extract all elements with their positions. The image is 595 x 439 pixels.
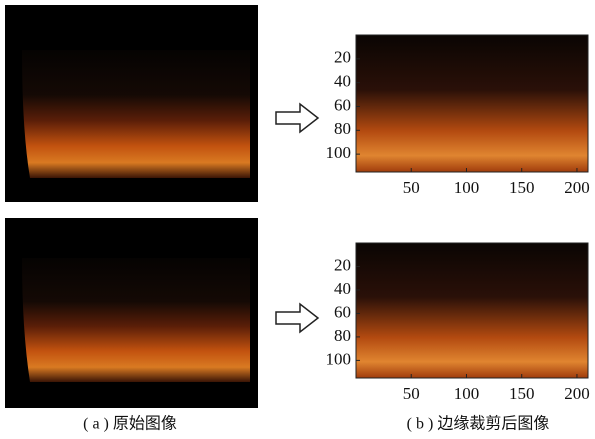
x-tick-label: 150 (509, 178, 535, 197)
original-image-content (22, 50, 250, 178)
arrow (276, 104, 318, 132)
x-tick-label: 100 (454, 178, 480, 197)
caption: ( b ) 边缘裁剪后图像 (407, 415, 550, 433)
y-tick-label: 100 (326, 143, 352, 162)
y-tick-label: 100 (326, 349, 352, 368)
y-tick-label: 40 (334, 72, 351, 91)
cropped-image (356, 243, 588, 378)
x-tick-label: 50 (403, 384, 420, 403)
cropped-image (356, 35, 588, 172)
caption: ( a ) 原始图像 (83, 415, 177, 433)
x-tick-label: 200 (564, 384, 590, 403)
y-tick-label: 60 (334, 95, 351, 114)
y-tick-label: 80 (334, 326, 351, 345)
x-tick-label: 150 (509, 384, 535, 403)
page: {"figure": { "panels": [ {"xlim": [0, 21… (0, 0, 595, 439)
arrow (276, 304, 318, 332)
y-tick-label: 20 (334, 48, 351, 67)
x-tick-label: 200 (564, 178, 590, 197)
y-tick-label: 80 (334, 119, 351, 138)
x-tick-label: 50 (403, 178, 420, 197)
y-tick-label: 60 (334, 302, 351, 321)
x-tick-label: 100 (454, 384, 480, 403)
original-image-content (22, 258, 250, 382)
y-tick-label: 40 (334, 279, 351, 298)
y-tick-label: 20 (334, 255, 351, 274)
figure: ( a ) 原始图像 ( b ) 边缘裁剪后图像 20 40 60 80 100 50 10… (0, 0, 595, 439)
